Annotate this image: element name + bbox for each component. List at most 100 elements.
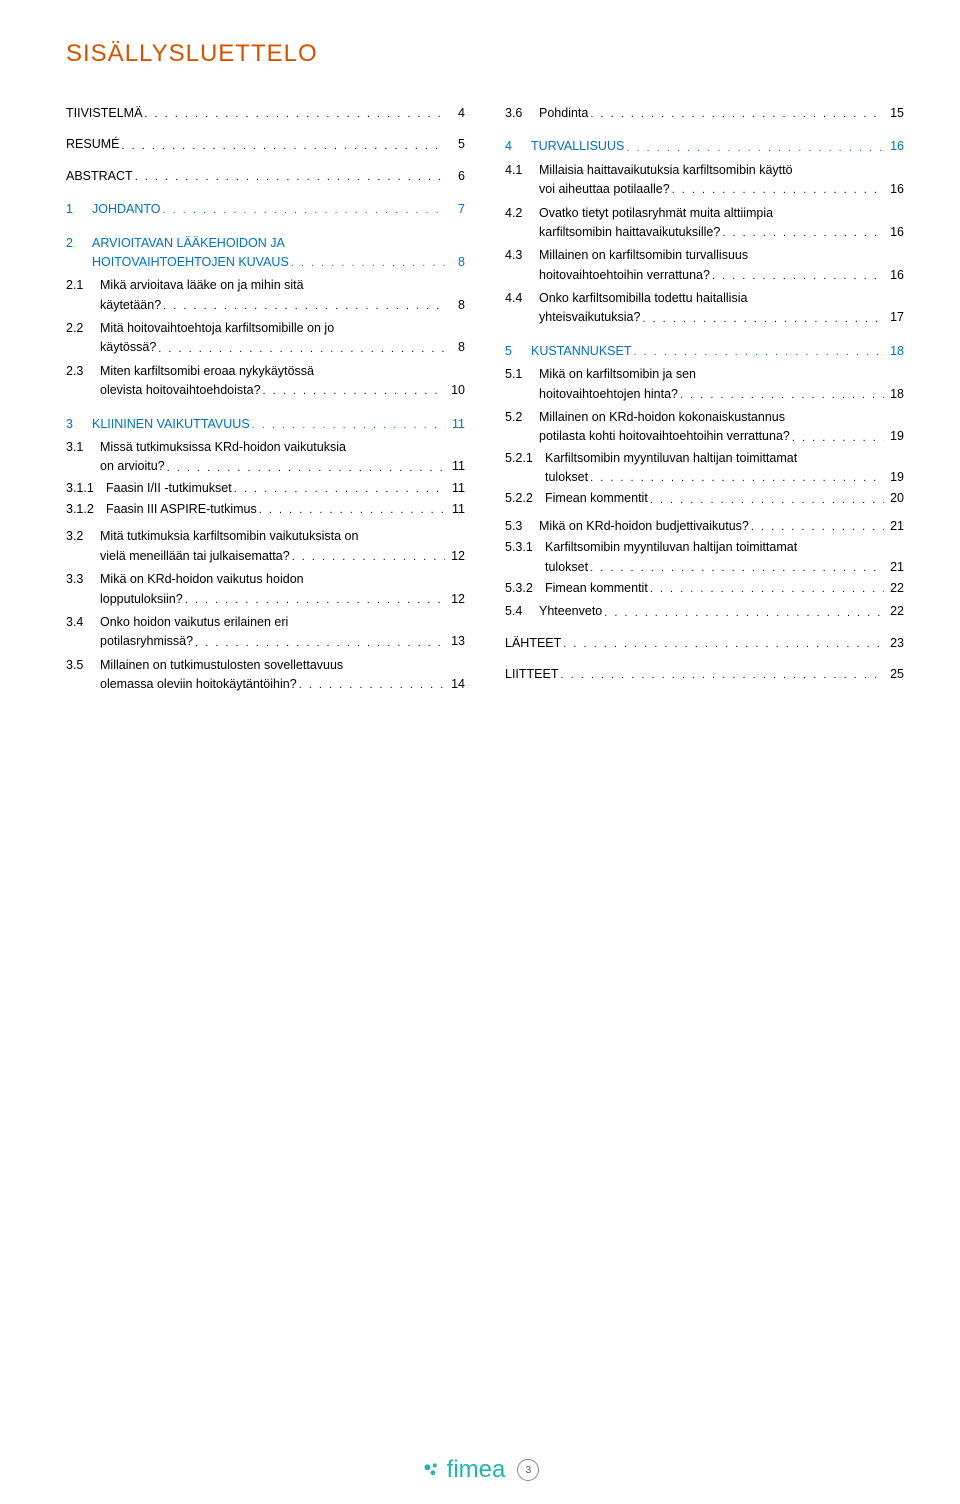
toc-entry[interactable]: 5.2Millainen on KRd-hoidon kokonaiskusta… xyxy=(505,408,904,447)
toc-entry[interactable]: 3.6Pohdinta . . . . . . . . . . . . . . … xyxy=(505,104,904,123)
toc-leader-dots: . . . . . . . . . . . . . . . . . . . . … xyxy=(720,225,884,242)
page-footer: fimea 3 xyxy=(0,1456,960,1484)
toc-text-line2: hoitovaihtoehtoihin verrattuna? xyxy=(539,266,710,285)
toc-text: KUSTANNUKSET xyxy=(531,342,631,361)
toc-entry[interactable]: 3.1Missä tutkimuksissa KRd-hoidon vaikut… xyxy=(66,438,465,477)
toc-page-number: 19 xyxy=(884,468,904,487)
toc-leader-dots: . . . . . . . . . . . . . . . . . . . . … xyxy=(257,502,445,519)
toc-leader-dots: . . . . . . . . . . . . . . . . . . . . … xyxy=(648,492,884,509)
toc-text: ABSTRACT xyxy=(66,167,133,186)
toc-page-number: 21 xyxy=(884,517,904,536)
toc-number: 5.4 xyxy=(505,602,539,621)
toc-text-line1: Millainen on KRd-hoidon kokonaiskustannu… xyxy=(539,408,785,427)
toc-text-line1: Missä tutkimuksissa KRd-hoidon vaikutuks… xyxy=(100,438,346,457)
toc-text: KLIININEN VAIKUTTAVUUS xyxy=(92,415,250,434)
page-number-badge: 3 xyxy=(517,1459,539,1481)
toc-number: 3.1.1 xyxy=(66,479,106,498)
toc-page-number: 19 xyxy=(884,427,904,446)
toc-leader-dots: . . . . . . . . . . . . . . . . . . . . … xyxy=(561,636,884,653)
toc-entry[interactable]: 2ARVIOITAVAN LÄÄKEHOIDON JAHOITOVAIHTOEH… xyxy=(66,234,465,273)
toc-text-line2: olevista hoitovaihtoehdoista? xyxy=(100,381,261,400)
toc-entry[interactable]: RESUMÉ . . . . . . . . . . . . . . . . .… xyxy=(66,135,465,154)
toc-entry[interactable]: 1JOHDANTO . . . . . . . . . . . . . . . … xyxy=(66,200,465,219)
toc-entry[interactable]: 5.3.1Karfiltsomibin myyntiluvan haltijan… xyxy=(505,538,904,577)
toc-entry[interactable]: TIIVISTELMÄ . . . . . . . . . . . . . . … xyxy=(66,104,465,123)
toc-text-line1: Mikä arvioitava lääke on ja mihin sitä xyxy=(100,276,304,295)
toc-page-number: 6 xyxy=(445,167,465,186)
toc-entry[interactable]: 5.4Yhteenveto . . . . . . . . . . . . . … xyxy=(505,602,904,621)
toc-text: Fimean kommentit xyxy=(545,489,648,508)
toc-page-number: 5 xyxy=(445,135,465,154)
toc-entry[interactable]: 4.1Millaisia haittavaikutuksia karfiltso… xyxy=(505,161,904,200)
toc-entry[interactable]: 3.1.1Faasin I/II -tutkimukset . . . . . … xyxy=(66,479,465,498)
toc-leader-dots: . . . . . . . . . . . . . . . . . . . . … xyxy=(558,667,884,684)
toc-entry[interactable]: 2.2Mitä hoitovaihtoehtoja karfiltsomibil… xyxy=(66,319,465,358)
toc-text-line2: olemassa oleviin hoitokäytäntöihin? xyxy=(100,675,297,694)
toc-text-line2: lopputuloksiin? xyxy=(100,590,183,609)
toc-text-line2: käytössä? xyxy=(100,338,156,357)
toc-entry[interactable]: 5.1Mikä on karfiltsomibin ja senhoitovai… xyxy=(505,365,904,404)
toc-entry[interactable]: 3.2Mitä tutkimuksia karfiltsomibin vaiku… xyxy=(66,527,465,566)
toc-page-number: 12 xyxy=(445,590,465,609)
toc-text-line1: Mitä tutkimuksia karfiltsomibin vaikutuk… xyxy=(100,527,358,546)
toc-page-number: 25 xyxy=(884,665,904,684)
toc-page-number: 23 xyxy=(884,634,904,653)
toc-page-number: 7 xyxy=(445,200,465,219)
toc-entry[interactable]: 3.1.2Faasin III ASPIRE-tutkimus . . . . … xyxy=(66,500,465,519)
toc-leader-dots: . . . . . . . . . . . . . . . . . . . . … xyxy=(232,481,445,498)
toc-page-number: 16 xyxy=(884,137,904,156)
toc-text: JOHDANTO xyxy=(92,200,161,219)
toc-entry[interactable]: 5KUSTANNUKSET . . . . . . . . . . . . . … xyxy=(505,342,904,361)
toc-leader-dots: . . . . . . . . . . . . . . . . . . . . … xyxy=(678,387,884,404)
toc-entry[interactable]: 4.3Millainen on karfiltsomibin turvallis… xyxy=(505,246,904,285)
toc-number: 3.5 xyxy=(66,656,100,675)
toc-page-number: 8 xyxy=(445,253,465,272)
toc-entry[interactable]: 3KLIININEN VAIKUTTAVUUS . . . . . . . . … xyxy=(66,415,465,434)
toc-number: 2 xyxy=(66,234,92,253)
toc-entry[interactable]: 2.1Mikä arvioitava lääke on ja mihin sit… xyxy=(66,276,465,315)
toc-leader-dots: . . . . . . . . . . . . . . . . . . . . … xyxy=(250,417,445,434)
toc-text: Yhteenveto xyxy=(539,602,602,621)
toc-leader-dots: . . . . . . . . . . . . . . . . . . . . … xyxy=(624,140,884,157)
toc-text-line1: Millainen on karfiltsomibin turvallisuus xyxy=(539,246,748,265)
toc-entry[interactable]: LIITTEET . . . . . . . . . . . . . . . .… xyxy=(505,665,904,684)
toc-text-line1: Onko karfiltsomibilla todettu haitallisi… xyxy=(539,289,747,308)
toc-number: 5.3 xyxy=(505,517,539,536)
toc-text-line1: Karfiltsomibin myyntiluvan haltijan toim… xyxy=(545,449,797,468)
toc-number: 2.2 xyxy=(66,319,100,338)
toc-entry[interactable]: ABSTRACT . . . . . . . . . . . . . . . .… xyxy=(66,167,465,186)
toc-number: 3 xyxy=(66,415,92,434)
toc-number: 1 xyxy=(66,200,92,219)
toc-page-number: 18 xyxy=(884,342,904,361)
toc-page-number: 8 xyxy=(445,338,465,357)
toc-leader-dots: . . . . . . . . . . . . . . . . . . . . … xyxy=(588,560,884,577)
toc-number: 5.3.2 xyxy=(505,579,545,598)
toc-entry[interactable]: 5.2.1Karfiltsomibin myyntiluvan haltijan… xyxy=(505,449,904,488)
toc-page-number: 16 xyxy=(884,180,904,199)
toc-number: 5.2.2 xyxy=(505,489,545,508)
toc-number: 3.2 xyxy=(66,527,100,546)
toc-entry[interactable]: 4.4Onko karfiltsomibilla todettu haitall… xyxy=(505,289,904,328)
toc-entry[interactable]: 5.2.2Fimean kommentit . . . . . . . . . … xyxy=(505,489,904,508)
toc-text: Pohdinta xyxy=(539,104,588,123)
toc-number: 5.2.1 xyxy=(505,449,545,468)
toc-entry[interactable]: 3.4Onko hoidon vaikutus erilainen eripot… xyxy=(66,613,465,652)
toc-text-line1: Karfiltsomibin myyntiluvan haltijan toim… xyxy=(545,538,797,557)
toc-column-left: TIIVISTELMÄ . . . . . . . . . . . . . . … xyxy=(66,104,465,696)
toc-text: Faasin III ASPIRE-tutkimus xyxy=(106,500,257,519)
toc-leader-dots: . . . . . . . . . . . . . . . . . . . . … xyxy=(133,169,445,186)
toc-entry[interactable]: 5.3Mikä on KRd-hoidon budjettivaikutus? … xyxy=(505,517,904,536)
toc-entry[interactable]: 4.2Ovatko tietyt potilasryhmät muita alt… xyxy=(505,204,904,243)
toc-page-number: 11 xyxy=(445,479,465,498)
toc-entry[interactable]: 2.3Miten karfiltsomibi eroaa nykykäytöss… xyxy=(66,362,465,401)
toc-number: 2.1 xyxy=(66,276,100,295)
toc-entry[interactable]: 5.3.2Fimean kommentit . . . . . . . . . … xyxy=(505,579,904,598)
toc-entry[interactable]: LÄHTEET . . . . . . . . . . . . . . . . … xyxy=(505,634,904,653)
toc-page-number: 14 xyxy=(445,675,465,694)
toc-number: 5.1 xyxy=(505,365,539,384)
toc-page-number: 4 xyxy=(445,104,465,123)
toc-entry[interactable]: 3.5Millainen on tutkimustulosten sovelle… xyxy=(66,656,465,695)
toc-number: 4.3 xyxy=(505,246,539,265)
toc-entry[interactable]: 3.3Mikä on KRd-hoidon vaikutus hoidonlop… xyxy=(66,570,465,609)
toc-entry[interactable]: 4TURVALLISUUS . . . . . . . . . . . . . … xyxy=(505,137,904,156)
